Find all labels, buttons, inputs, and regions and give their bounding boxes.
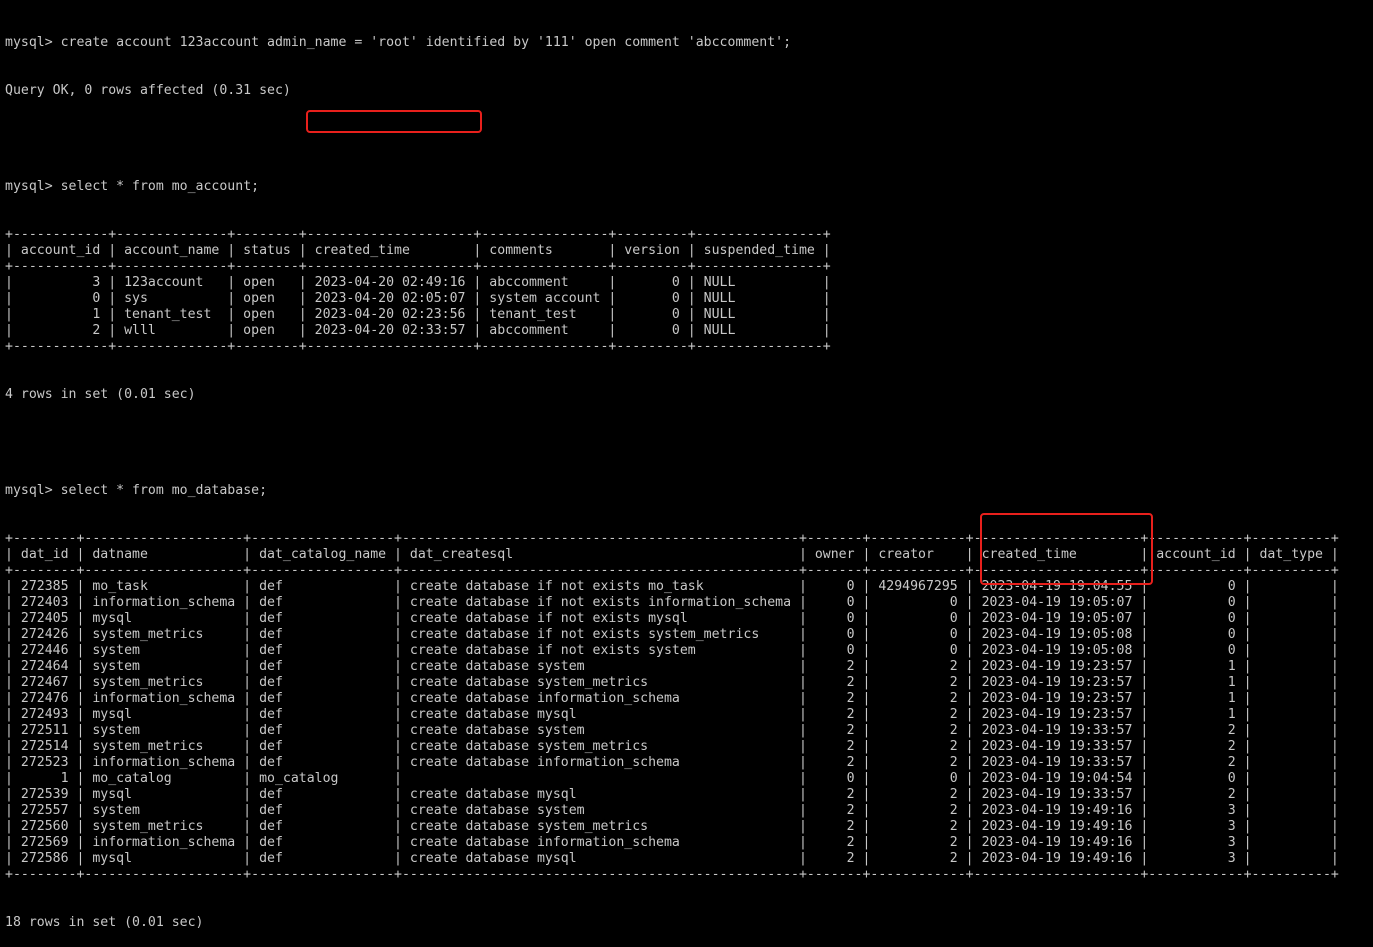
table-row: | 2 | wlll | open | 2023-04-20 02:33:57 … bbox=[5, 323, 831, 338]
table-row: | 1 | mo_catalog | mo_catalog | | 0 | 0 … bbox=[5, 771, 1339, 786]
account-table: +------------+--------------+--------+--… bbox=[5, 227, 1339, 355]
table-row: | 272467 | system_metrics | def | create… bbox=[5, 675, 1339, 690]
blank-line bbox=[5, 131, 1339, 147]
table-row: | 272586 | mysql | def | create database… bbox=[5, 851, 1339, 866]
table-row: | 272560 | system_metrics | def | create… bbox=[5, 819, 1339, 834]
table-border: +--------+--------------------+---------… bbox=[5, 563, 1339, 578]
table-row: | 272426 | system_metrics | def | create… bbox=[5, 627, 1339, 642]
table-border: +------------+--------------+--------+--… bbox=[5, 339, 831, 354]
command-line: mysql> select * from mo_database; bbox=[5, 483, 1339, 499]
table-row: | 272446 | system | def | create databas… bbox=[5, 643, 1339, 658]
result-line: 18 rows in set (0.01 sec) bbox=[5, 915, 204, 930]
table-row: | 272514 | system_metrics | def | create… bbox=[5, 739, 1339, 754]
command-line: mysql> select * from mo_account; bbox=[5, 179, 1339, 195]
prompt: mysql> bbox=[5, 179, 61, 194]
result-line: 4 rows in set (0.01 sec) bbox=[5, 387, 196, 402]
command-line: mysql> create account 123account admin_n… bbox=[5, 35, 1339, 51]
table-row: | 272557 | system | def | create databas… bbox=[5, 803, 1339, 818]
table-row: | 272523 | information_schema | def | cr… bbox=[5, 755, 1339, 770]
table-row: | 1 | tenant_test | open | 2023-04-20 02… bbox=[5, 307, 831, 322]
table-row: | 272403 | information_schema | def | cr… bbox=[5, 595, 1339, 610]
table-border: +------------+--------------+--------+--… bbox=[5, 259, 831, 274]
table-header: | account_id | account_name | status | c… bbox=[5, 243, 831, 258]
table-row: | 272569 | information_schema | def | cr… bbox=[5, 835, 1339, 850]
table-row: | 3 | 123account | open | 2023-04-20 02:… bbox=[5, 275, 831, 290]
highlight-box-database-created-time bbox=[980, 513, 1153, 585]
table-row: | 272405 | mysql | def | create database… bbox=[5, 611, 1339, 626]
table-border: +--------+--------------------+---------… bbox=[5, 531, 1339, 546]
blank-line bbox=[5, 435, 1339, 451]
prompt: mysql> bbox=[5, 35, 61, 50]
table-header: | dat_id | datname | dat_catalog_name | … bbox=[5, 547, 1339, 562]
table-row: | 272511 | system | def | create databas… bbox=[5, 723, 1339, 738]
command-text: create account 123account admin_name = '… bbox=[60, 35, 792, 50]
prompt: mysql> bbox=[5, 483, 61, 498]
highlight-box-account-created-time bbox=[306, 110, 482, 133]
table-border: +------------+--------------+--------+--… bbox=[5, 227, 831, 242]
table-border: +--------+--------------------+---------… bbox=[5, 867, 1339, 882]
command-text: select * from mo_database; bbox=[60, 483, 268, 498]
table-row: | 272493 | mysql | def | create database… bbox=[5, 707, 1339, 722]
table-row: | 272464 | system | def | create databas… bbox=[5, 659, 1339, 674]
table-row: | 0 | sys | open | 2023-04-20 02:05:07 |… bbox=[5, 291, 831, 306]
command-text: select * from mo_account; bbox=[60, 179, 260, 194]
table-row: | 272476 | information_schema | def | cr… bbox=[5, 691, 1339, 706]
result-line: Query OK, 0 rows affected (0.31 sec) bbox=[5, 83, 291, 98]
table-row: | 272385 | mo_task | def | create databa… bbox=[5, 579, 1339, 594]
table-row: | 272539 | mysql | def | create database… bbox=[5, 787, 1339, 802]
terminal-output[interactable]: mysql> create account 123account admin_n… bbox=[5, 3, 1339, 947]
